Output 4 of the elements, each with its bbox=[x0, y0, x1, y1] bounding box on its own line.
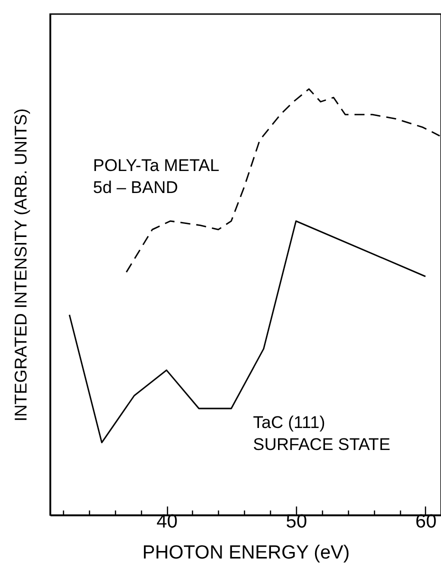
series-label: TaC (111) SURFACE STATE bbox=[253, 413, 390, 454]
y-axis-title: INTEGRATED INTENSITY (ARB. UNITS) bbox=[12, 108, 30, 422]
x-axis-title: PHOTON ENERGY (eV) bbox=[142, 542, 350, 564]
series-label: POLY-Ta METAL 5d – BAND bbox=[93, 156, 220, 197]
